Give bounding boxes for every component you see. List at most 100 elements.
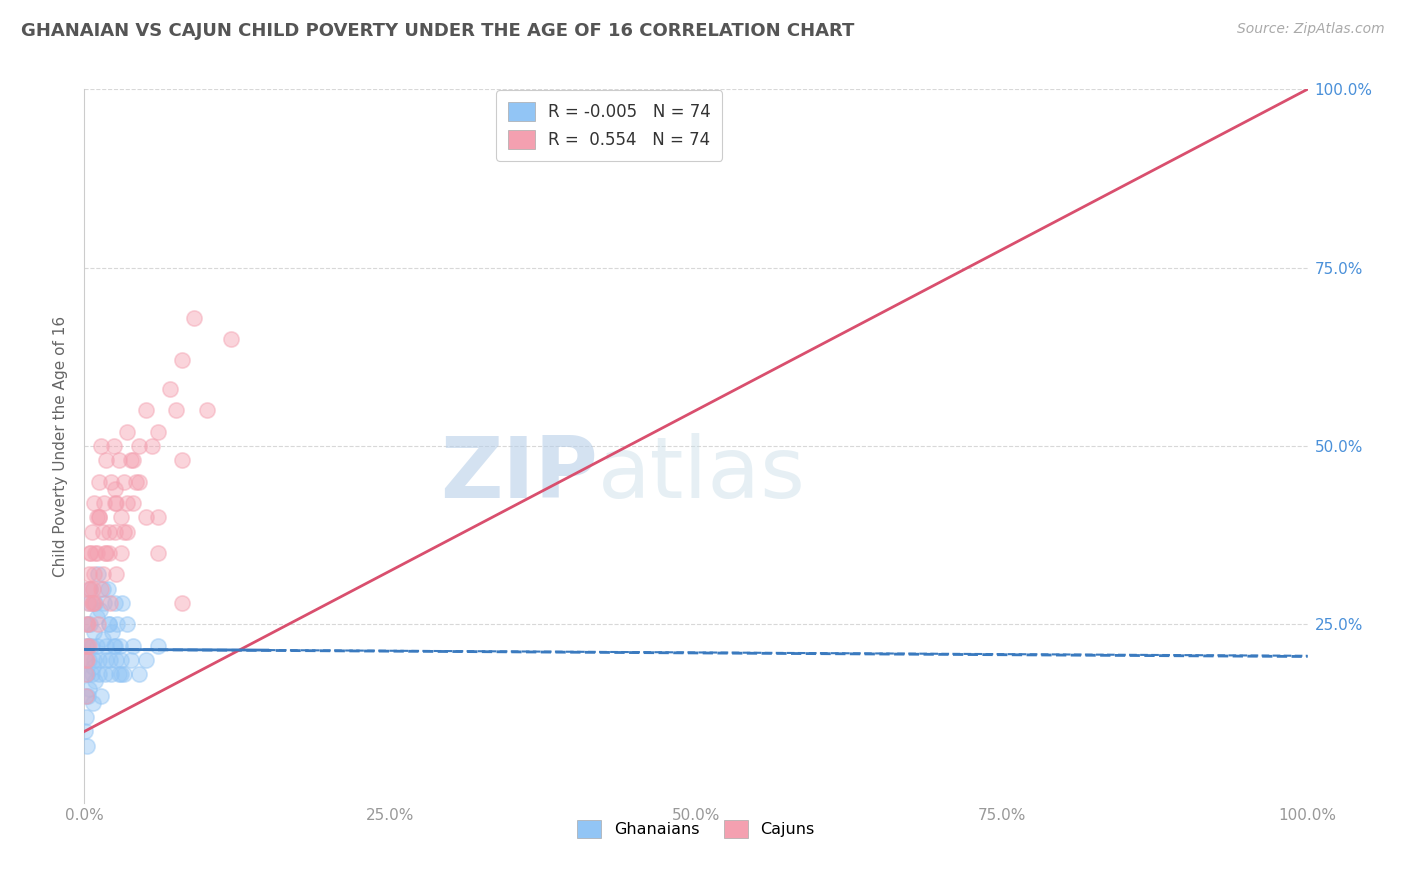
Point bbox=[115, 496, 138, 510]
Point bbox=[104, 496, 127, 510]
Point bbox=[172, 353, 194, 368]
Point bbox=[104, 596, 127, 610]
Point bbox=[76, 739, 98, 753]
Point bbox=[73, 724, 96, 739]
Point bbox=[82, 660, 104, 674]
Point bbox=[104, 482, 127, 496]
Point bbox=[96, 653, 118, 667]
Point bbox=[76, 853, 98, 867]
Point bbox=[86, 881, 108, 892]
Point bbox=[146, 425, 169, 439]
Point bbox=[77, 639, 100, 653]
Point bbox=[97, 617, 120, 632]
Point bbox=[94, 546, 117, 560]
Text: atlas: atlas bbox=[598, 433, 806, 516]
Point bbox=[87, 617, 110, 632]
Point bbox=[82, 696, 104, 710]
Point bbox=[75, 689, 97, 703]
Point bbox=[80, 639, 103, 653]
Point bbox=[82, 838, 104, 853]
Point bbox=[128, 439, 150, 453]
Text: ZIP: ZIP bbox=[440, 433, 598, 516]
Point bbox=[112, 667, 135, 681]
Point bbox=[146, 639, 169, 653]
Point bbox=[104, 524, 127, 539]
Point bbox=[87, 510, 110, 524]
Point bbox=[75, 710, 97, 724]
Point bbox=[75, 667, 97, 681]
Point bbox=[103, 639, 125, 653]
Point bbox=[84, 546, 107, 560]
Text: GHANAIAN VS CAJUN CHILD POVERTY UNDER THE AGE OF 16 CORRELATION CHART: GHANAIAN VS CAJUN CHILD POVERTY UNDER TH… bbox=[21, 22, 855, 40]
Point bbox=[111, 596, 134, 610]
Point bbox=[83, 653, 105, 667]
Point bbox=[87, 567, 110, 582]
Text: Source: ZipAtlas.com: Source: ZipAtlas.com bbox=[1237, 22, 1385, 37]
Point bbox=[135, 403, 157, 417]
Point bbox=[87, 653, 110, 667]
Point bbox=[77, 617, 100, 632]
Point bbox=[79, 582, 101, 596]
Point bbox=[100, 667, 122, 681]
Point bbox=[87, 475, 110, 489]
Point bbox=[103, 439, 125, 453]
Point bbox=[101, 624, 124, 639]
Point bbox=[105, 617, 128, 632]
Point bbox=[122, 453, 145, 467]
Point bbox=[79, 546, 101, 560]
Point bbox=[77, 596, 100, 610]
Point bbox=[77, 881, 100, 892]
Point bbox=[115, 524, 138, 539]
Point bbox=[90, 439, 112, 453]
Point bbox=[97, 582, 120, 596]
Point bbox=[105, 496, 128, 510]
Point bbox=[90, 582, 112, 596]
Point bbox=[98, 653, 121, 667]
Point bbox=[112, 524, 135, 539]
Point bbox=[146, 546, 169, 560]
Point bbox=[120, 453, 142, 467]
Point bbox=[87, 838, 110, 853]
Point bbox=[195, 403, 218, 417]
Point bbox=[107, 453, 129, 467]
Point bbox=[76, 617, 98, 632]
Point bbox=[107, 667, 129, 681]
Point bbox=[86, 510, 108, 524]
Point bbox=[110, 653, 132, 667]
Point bbox=[91, 567, 114, 582]
Point bbox=[110, 831, 132, 846]
Point bbox=[75, 831, 97, 846]
Point bbox=[93, 496, 115, 510]
Point bbox=[79, 582, 101, 596]
Point bbox=[97, 546, 120, 560]
Point bbox=[128, 475, 150, 489]
Point bbox=[80, 596, 103, 610]
Point bbox=[86, 610, 108, 624]
Point bbox=[100, 475, 122, 489]
Point bbox=[75, 689, 97, 703]
Point bbox=[87, 667, 110, 681]
Point bbox=[79, 867, 101, 881]
Point bbox=[93, 596, 115, 610]
Point bbox=[159, 382, 181, 396]
Point bbox=[77, 639, 100, 653]
Point bbox=[104, 639, 127, 653]
Point bbox=[83, 496, 105, 510]
Point bbox=[76, 617, 98, 632]
Point bbox=[94, 667, 117, 681]
Point bbox=[91, 582, 114, 596]
Point bbox=[115, 425, 138, 439]
Point bbox=[141, 439, 163, 453]
Point bbox=[97, 524, 120, 539]
Point bbox=[87, 510, 110, 524]
Point bbox=[98, 596, 121, 610]
Point bbox=[122, 496, 145, 510]
Point bbox=[105, 653, 128, 667]
Point bbox=[219, 332, 242, 346]
Point bbox=[77, 817, 100, 831]
Point bbox=[91, 524, 114, 539]
Point bbox=[165, 403, 187, 417]
Point bbox=[146, 510, 169, 524]
Point bbox=[183, 310, 205, 325]
Point bbox=[76, 639, 98, 653]
